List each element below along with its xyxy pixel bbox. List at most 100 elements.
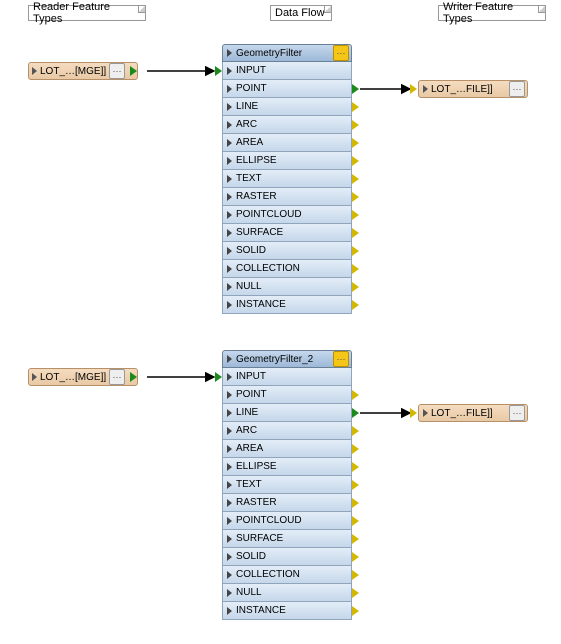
geometry-filter-1-output-arc[interactable]: ARC (222, 116, 352, 134)
output-port-icon[interactable] (352, 264, 359, 274)
geometry-filter-2-output-text[interactable]: TEXT (222, 476, 352, 494)
expand-icon[interactable] (227, 211, 232, 219)
geometry-filter-1-output-surface[interactable]: SURFACE (222, 224, 352, 242)
expand-icon[interactable] (227, 67, 232, 75)
geometry-filter-1-output-text[interactable]: TEXT (222, 170, 352, 188)
expand-icon[interactable] (227, 427, 232, 435)
output-port-icon[interactable] (352, 534, 359, 544)
geometry-filter-2-output-point[interactable]: POINT (222, 386, 352, 404)
output-port-icon[interactable] (352, 246, 359, 256)
geometry-filter-2-input-port[interactable]: INPUT (222, 368, 352, 386)
properties-button[interactable]: ⋯ (333, 45, 349, 61)
geometry-filter-1-output-pointcloud[interactable]: POINTCLOUD (222, 206, 352, 224)
expand-icon[interactable] (227, 373, 232, 381)
geometry-filter-2-output-surface[interactable]: SURFACE (222, 530, 352, 548)
geometry-filter-1-output-area[interactable]: AREA (222, 134, 352, 152)
expand-icon[interactable] (227, 553, 232, 561)
output-port-icon[interactable] (352, 156, 359, 166)
expand-icon[interactable] (227, 85, 232, 93)
expand-icon[interactable] (227, 139, 232, 147)
output-port-icon[interactable] (352, 84, 359, 94)
geometry-filter-1[interactable]: GeometryFilter⋯INPUTPOINTLINEARCAREAELLI… (222, 44, 352, 314)
geometry-filter-2-output-solid[interactable]: SOLID (222, 548, 352, 566)
geometry-filter-1-output-line[interactable]: LINE (222, 98, 352, 116)
geometry-filter-2-output-raster[interactable]: RASTER (222, 494, 352, 512)
expand-icon[interactable] (227, 445, 232, 453)
geometry-filter-1-output-ellipse[interactable]: ELLIPSE (222, 152, 352, 170)
geometry-filter-1-output-raster[interactable]: RASTER (222, 188, 352, 206)
input-port[interactable] (410, 84, 417, 94)
geometry-filter-2-output-arc[interactable]: ARC (222, 422, 352, 440)
output-port-icon[interactable] (352, 228, 359, 238)
expand-icon[interactable] (227, 283, 232, 291)
output-port-icon[interactable] (352, 192, 359, 202)
output-port-icon[interactable] (352, 102, 359, 112)
expand-icon[interactable] (227, 247, 232, 255)
geometry-filter-2-output-pointcloud[interactable]: POINTCLOUD (222, 512, 352, 530)
geometry-filter-2[interactable]: GeometryFilter_2⋯INPUTPOINTLINEARCAREAEL… (222, 350, 352, 620)
geometry-filter-1-input-port[interactable]: INPUT (222, 62, 352, 80)
input-port[interactable] (410, 408, 417, 418)
expand-icon[interactable] (227, 571, 232, 579)
output-port-icon[interactable] (352, 210, 359, 220)
writer-feature-type-2[interactable]: LOT_…FILE]]⋯ (418, 404, 528, 422)
output-port-icon[interactable] (352, 120, 359, 130)
expand-icon[interactable] (227, 103, 232, 111)
output-port-icon[interactable] (352, 390, 359, 400)
expand-icon[interactable] (227, 355, 232, 363)
properties-button[interactable]: ⋯ (509, 405, 525, 421)
expand-icon[interactable] (227, 121, 232, 129)
expand-icon[interactable] (32, 373, 37, 381)
output-port-icon[interactable] (352, 516, 359, 526)
output-port-icon[interactable] (352, 606, 359, 616)
output-port-icon[interactable] (352, 138, 359, 148)
expand-icon[interactable] (423, 85, 428, 93)
expand-icon[interactable] (227, 535, 232, 543)
expand-icon[interactable] (227, 175, 232, 183)
geometry-filter-2-output-area[interactable]: AREA (222, 440, 352, 458)
output-port-icon[interactable] (352, 282, 359, 292)
expand-icon[interactable] (32, 67, 37, 75)
expand-icon[interactable] (227, 157, 232, 165)
output-port-icon[interactable] (352, 444, 359, 454)
expand-icon[interactable] (227, 301, 232, 309)
geometry-filter-2-output-instance[interactable]: INSTANCE (222, 602, 352, 620)
properties-button[interactable]: ⋯ (109, 369, 125, 385)
geometry-filter-1-output-null[interactable]: NULL (222, 278, 352, 296)
output-port-icon[interactable] (352, 174, 359, 184)
geometry-filter-2-header[interactable]: GeometryFilter_2⋯ (222, 350, 352, 368)
geometry-filter-1-output-solid[interactable]: SOLID (222, 242, 352, 260)
expand-icon[interactable] (227, 463, 232, 471)
expand-icon[interactable] (227, 517, 232, 525)
output-port[interactable] (130, 66, 137, 76)
reader-feature-type-2[interactable]: LOT_…[MGE]]⋯ (28, 368, 138, 386)
expand-icon[interactable] (227, 193, 232, 201)
expand-icon[interactable] (227, 481, 232, 489)
expand-icon[interactable] (227, 265, 232, 273)
output-port[interactable] (130, 372, 137, 382)
input-port-icon[interactable] (215, 66, 222, 76)
geometry-filter-1-output-instance[interactable]: INSTANCE (222, 296, 352, 314)
geometry-filter-2-output-null[interactable]: NULL (222, 584, 352, 602)
output-port-icon[interactable] (352, 570, 359, 580)
expand-icon[interactable] (227, 589, 232, 597)
geometry-filter-2-output-line[interactable]: LINE (222, 404, 352, 422)
output-port-icon[interactable] (352, 480, 359, 490)
geometry-filter-1-output-point[interactable]: POINT (222, 80, 352, 98)
output-port-icon[interactable] (352, 498, 359, 508)
properties-button[interactable]: ⋯ (333, 351, 349, 367)
properties-button[interactable]: ⋯ (109, 63, 125, 79)
geometry-filter-1-output-collection[interactable]: COLLECTION (222, 260, 352, 278)
properties-button[interactable]: ⋯ (509, 81, 525, 97)
reader-feature-type-1[interactable]: LOT_…[MGE]]⋯ (28, 62, 138, 80)
output-port-icon[interactable] (352, 408, 359, 418)
output-port-icon[interactable] (352, 300, 359, 310)
geometry-filter-2-output-ellipse[interactable]: ELLIPSE (222, 458, 352, 476)
writer-feature-type-1[interactable]: LOT_…FILE]]⋯ (418, 80, 528, 98)
output-port-icon[interactable] (352, 426, 359, 436)
expand-icon[interactable] (227, 391, 232, 399)
geometry-filter-2-output-collection[interactable]: COLLECTION (222, 566, 352, 584)
expand-icon[interactable] (227, 607, 232, 615)
expand-icon[interactable] (227, 49, 232, 57)
output-port-icon[interactable] (352, 588, 359, 598)
